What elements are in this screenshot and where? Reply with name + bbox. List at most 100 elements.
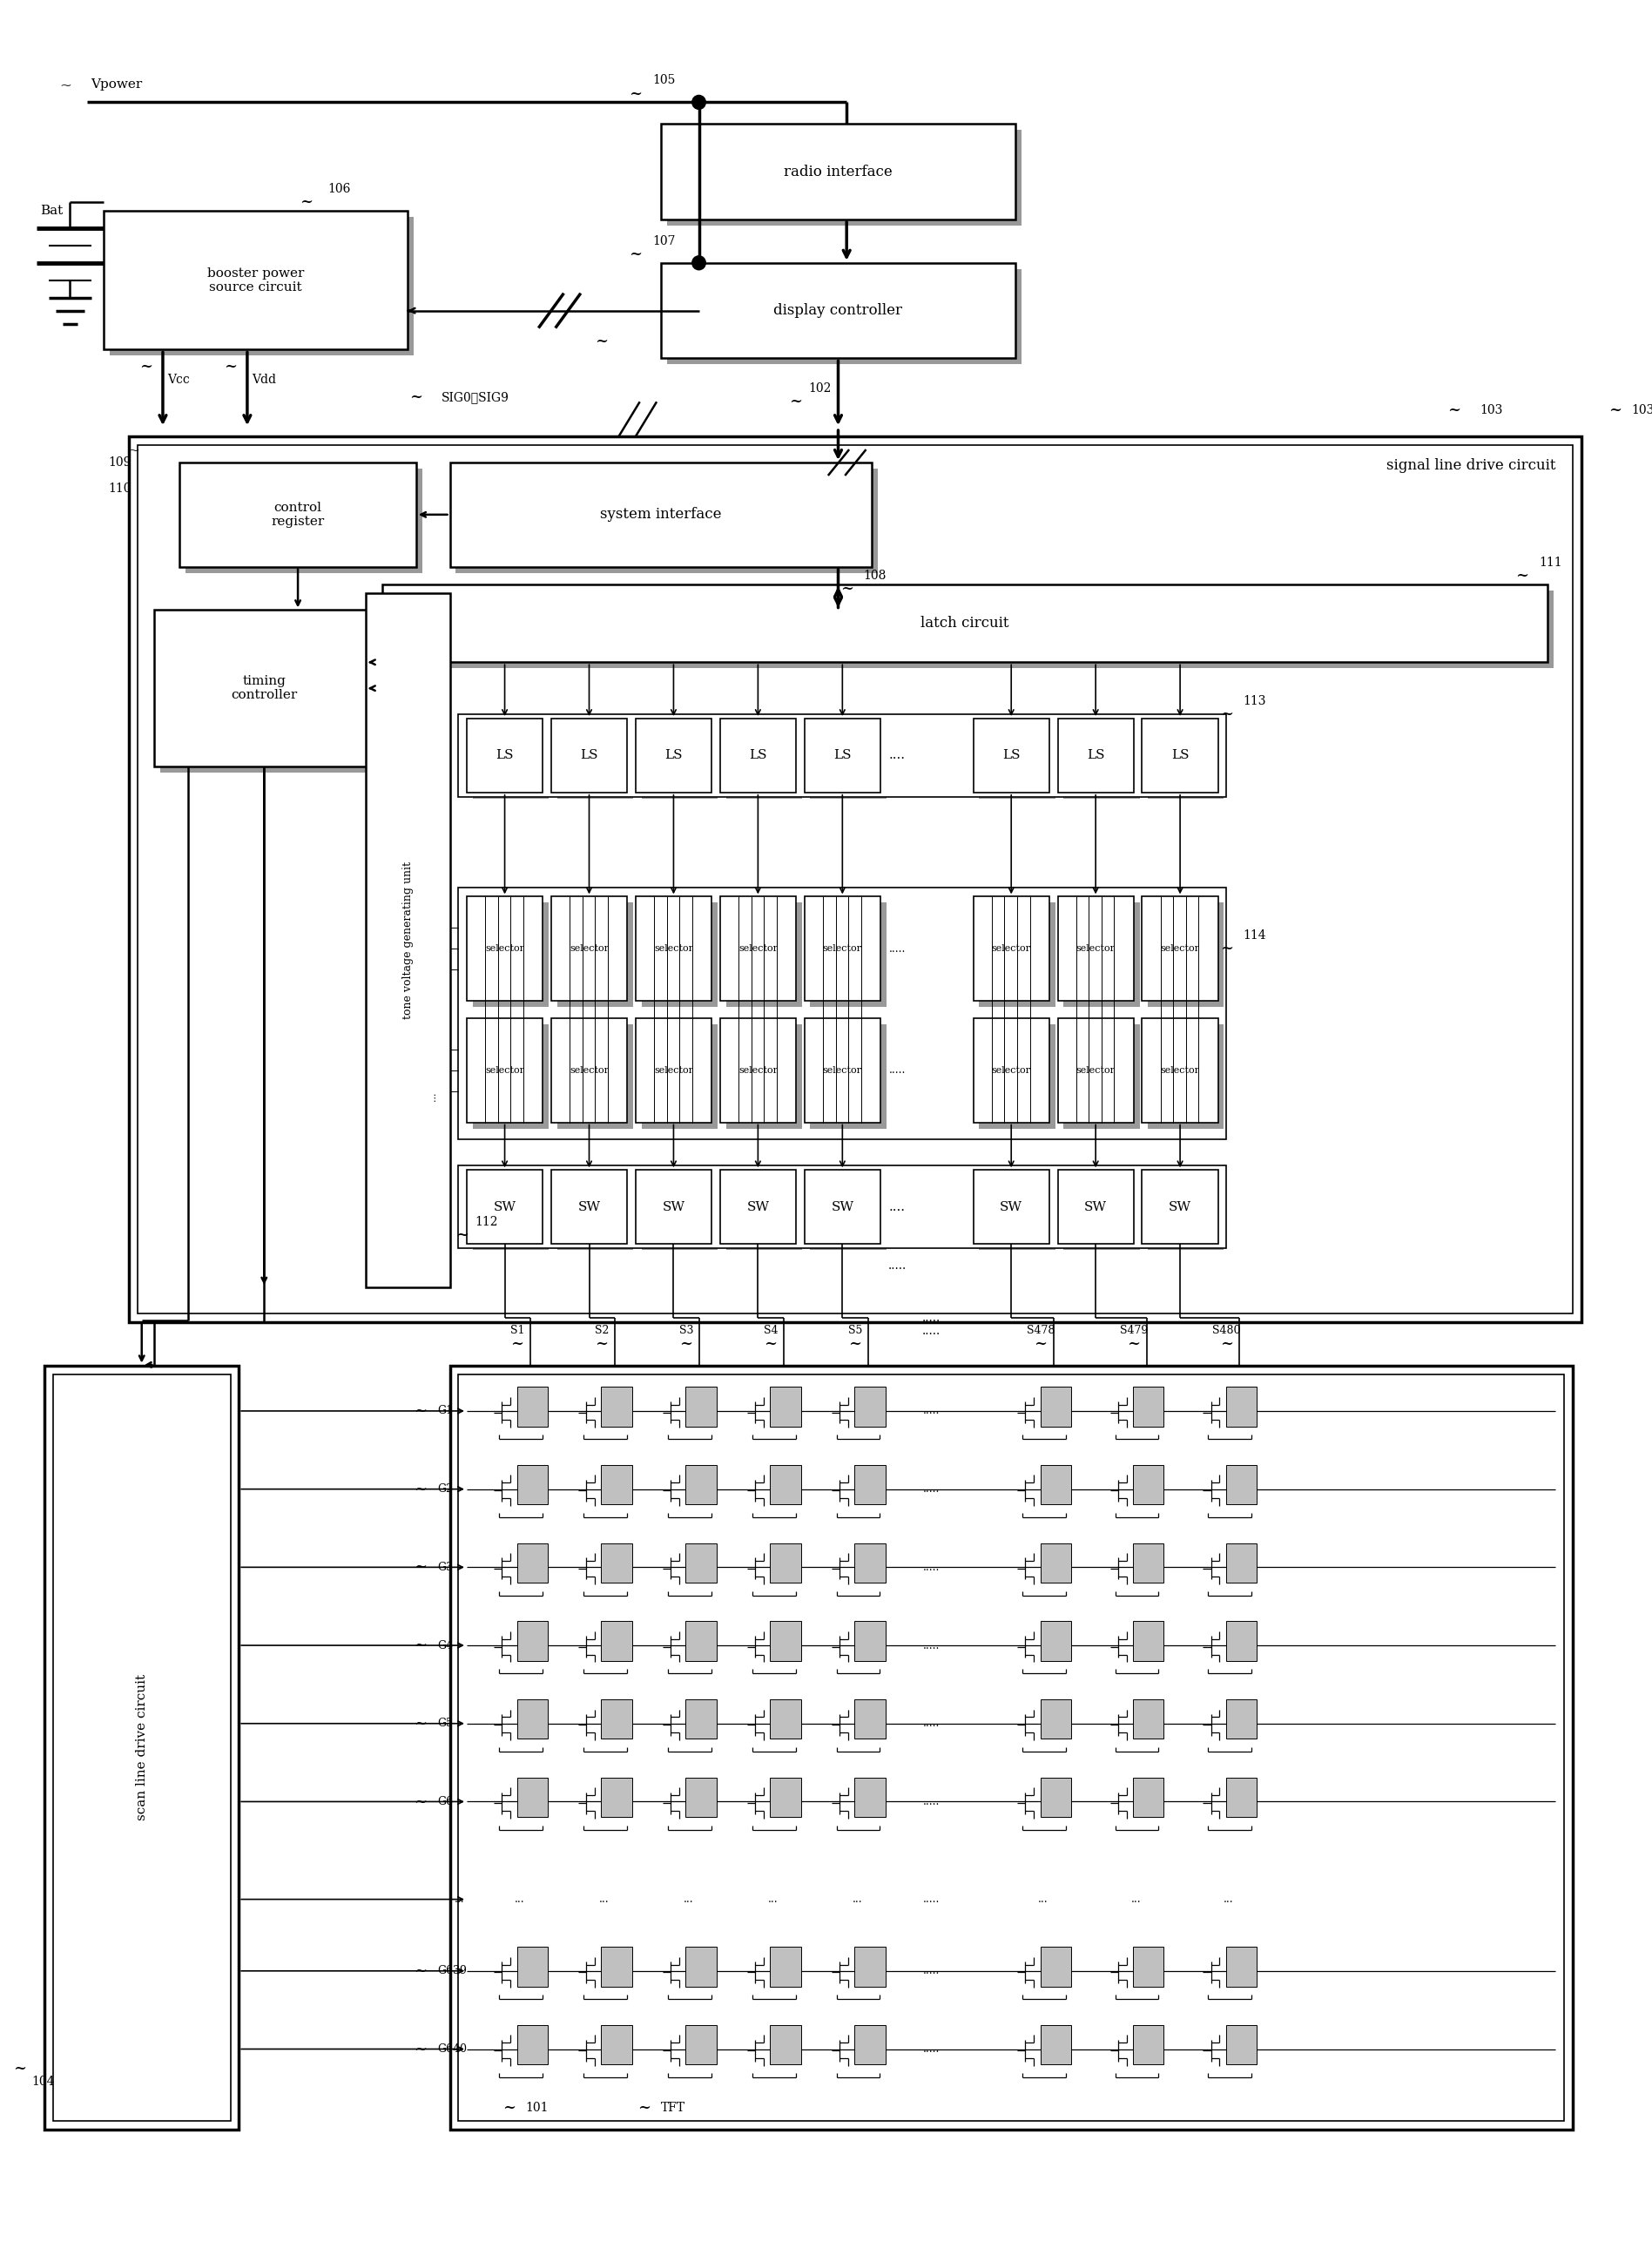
Text: selector: selector [738, 943, 778, 952]
Text: 114: 114 [1244, 930, 1267, 941]
Bar [854, 1466, 885, 1504]
Text: Vpower: Vpower [91, 79, 142, 90]
Text: S3: S3 [679, 1326, 694, 1337]
Bar [557, 903, 633, 1007]
Text: ...: ... [514, 1893, 525, 1905]
Bar [468, 719, 544, 792]
Bar [1041, 1699, 1070, 1739]
Bar [980, 1176, 1056, 1251]
Bar [667, 129, 1021, 226]
Bar [557, 1176, 633, 1251]
Bar [129, 437, 1581, 1321]
Text: ...: ... [1130, 1893, 1142, 1905]
Text: Vcc: Vcc [167, 373, 190, 387]
Text: ...: ... [852, 1893, 862, 1905]
Bar [180, 461, 416, 568]
Text: ~: ~ [1219, 1337, 1232, 1350]
Bar [811, 724, 885, 798]
Bar [661, 124, 1016, 219]
Bar [725, 903, 801, 1007]
Text: ~: ~ [1127, 1337, 1140, 1350]
Bar [1148, 1176, 1224, 1251]
Bar [472, 724, 548, 798]
Text: LS: LS [748, 749, 767, 762]
Text: .....: ..... [922, 1561, 940, 1572]
Text: selector: selector [823, 943, 862, 952]
Bar [1226, 1948, 1257, 1986]
Bar [720, 1169, 796, 1244]
Bar [1148, 903, 1224, 1007]
Bar [1041, 1466, 1070, 1504]
Bar [1142, 1018, 1218, 1122]
Bar [104, 210, 408, 351]
Text: ~: ~ [502, 2099, 515, 2115]
Text: 110: 110 [107, 482, 131, 495]
Bar [805, 719, 881, 792]
Bar [770, 1948, 801, 1986]
Bar [973, 896, 1049, 1000]
Bar [720, 1018, 796, 1122]
Text: 101: 101 [525, 2101, 548, 2113]
Bar [770, 1466, 801, 1504]
Text: SW: SW [578, 1201, 600, 1212]
Bar [517, 1948, 547, 1986]
Bar [1057, 896, 1133, 1000]
Bar [517, 1387, 547, 1427]
Bar [1064, 724, 1140, 798]
Text: 112: 112 [476, 1217, 499, 1228]
Bar [1133, 1948, 1165, 1986]
Text: Bat: Bat [40, 204, 63, 217]
Text: G5: G5 [438, 1717, 453, 1728]
Text: S1: S1 [510, 1326, 525, 1337]
Text: G640: G640 [438, 2043, 468, 2054]
Bar [636, 1169, 712, 1244]
Text: selector: selector [1160, 943, 1199, 952]
Text: S478: S478 [1026, 1326, 1056, 1337]
Text: G2: G2 [438, 1484, 453, 1495]
Text: G6: G6 [438, 1796, 453, 1807]
Bar [468, 1169, 544, 1244]
Bar [1226, 1699, 1257, 1739]
Bar [1041, 1778, 1070, 1816]
Bar [388, 590, 1553, 667]
Bar [686, 1778, 717, 1816]
Text: latch circuit: latch circuit [920, 615, 1009, 631]
Bar [973, 719, 1049, 792]
Bar [641, 903, 717, 1007]
Bar [1041, 1387, 1070, 1427]
Bar [557, 724, 633, 798]
Bar [1133, 1387, 1165, 1427]
Text: ~: ~ [127, 441, 139, 457]
Bar [770, 1699, 801, 1739]
Text: ~: ~ [510, 1337, 524, 1350]
Bar [1142, 719, 1218, 792]
Text: ~: ~ [456, 1228, 469, 1244]
Text: SW: SW [999, 1201, 1023, 1212]
Bar [1133, 1466, 1165, 1504]
Bar [686, 1948, 717, 1986]
Text: ~: ~ [413, 1402, 426, 1418]
Text: selector: selector [1075, 943, 1115, 952]
Text: radio interface: radio interface [783, 165, 892, 179]
Text: ~: ~ [1219, 706, 1232, 722]
Text: ~: ~ [413, 1638, 426, 1654]
Bar [854, 1948, 885, 1986]
Text: ....: .... [889, 749, 905, 762]
Bar [770, 1387, 801, 1427]
Bar [160, 615, 380, 771]
Bar [552, 1169, 628, 1244]
Text: ~: ~ [679, 1337, 692, 1350]
Bar [854, 1778, 885, 1816]
Bar [601, 1387, 633, 1427]
Text: ~: ~ [413, 1482, 426, 1497]
Text: SW: SW [494, 1201, 515, 1212]
Text: TFT: TFT [661, 2101, 686, 2113]
Bar [770, 2024, 801, 2065]
Text: ~: ~ [413, 1715, 426, 1730]
Bar [601, 1543, 633, 1583]
Text: SW: SW [747, 1201, 770, 1212]
Text: ~: ~ [59, 77, 71, 93]
Bar [725, 1025, 801, 1129]
Text: G3: G3 [438, 1561, 453, 1572]
Text: 106: 106 [327, 183, 350, 195]
